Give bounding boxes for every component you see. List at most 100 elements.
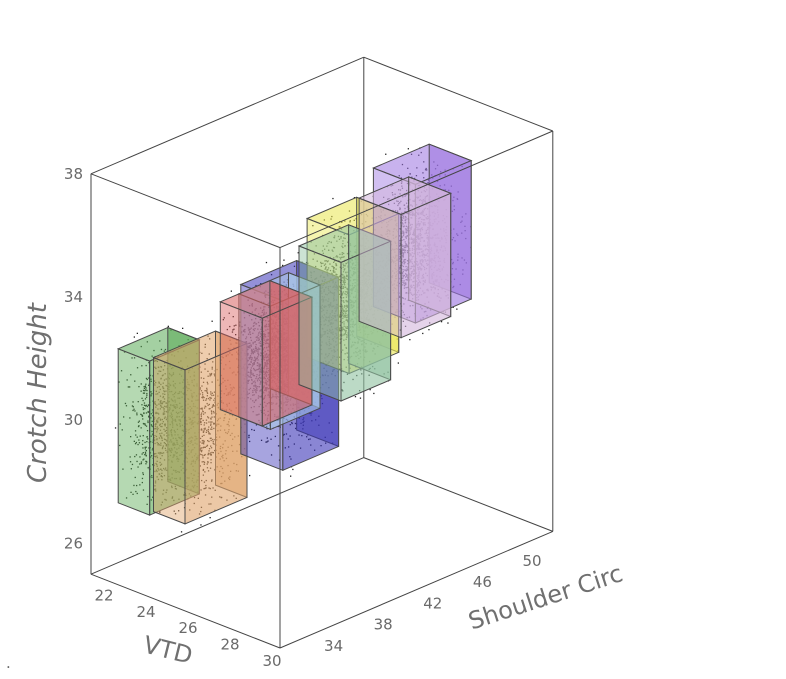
data-point [256, 388, 258, 390]
data-point [252, 328, 255, 330]
data-point [254, 341, 256, 343]
data-point [144, 385, 147, 387]
data-point [258, 405, 260, 408]
data-point [249, 363, 251, 366]
data-point [228, 312, 230, 314]
data-point [250, 345, 252, 347]
data-point [292, 468, 294, 471]
data-point [333, 267, 335, 269]
data-point [254, 370, 256, 372]
data-point [316, 260, 318, 262]
data-point [440, 321, 443, 323]
data-point [137, 401, 139, 403]
data-point [249, 328, 251, 330]
data-point [141, 365, 143, 367]
data-point [256, 349, 258, 351]
data-point [245, 341, 248, 343]
data-point [209, 517, 211, 519]
data-point [260, 321, 263, 323]
data-point [249, 347, 251, 349]
data-point [147, 438, 149, 440]
data-point [261, 396, 263, 398]
data-point [245, 336, 248, 338]
data-point [252, 394, 254, 396]
data-point [145, 364, 147, 367]
data-point [399, 242, 401, 244]
data-point [339, 266, 341, 268]
data-point [266, 441, 268, 443]
data-point [142, 473, 144, 476]
data-point [254, 384, 256, 386]
data-point [254, 382, 256, 384]
data-point [339, 330, 341, 332]
data-point [253, 385, 255, 387]
data-point [261, 338, 263, 341]
data-point [131, 357, 133, 359]
data-point [397, 362, 399, 364]
data-point [146, 405, 149, 408]
data-point [257, 334, 259, 336]
data-point [138, 442, 141, 444]
data-point [146, 378, 148, 381]
data-point [339, 320, 341, 323]
data-point [313, 253, 316, 255]
data-point [256, 364, 258, 367]
data-point [259, 382, 262, 384]
data-point [373, 392, 375, 395]
data-point [258, 365, 260, 367]
data-point [133, 440, 135, 442]
data-point [257, 349, 259, 351]
data-point [251, 373, 253, 375]
data-point [252, 363, 254, 365]
data-point [136, 367, 139, 369]
data-point [119, 444, 121, 447]
frame-edge [363, 56, 553, 132]
data-point [248, 376, 250, 378]
data-point [339, 286, 342, 288]
data-point [339, 313, 341, 316]
frame-edge [90, 56, 364, 175]
data-point [257, 359, 259, 361]
data-point [242, 334, 244, 336]
data-point [251, 348, 253, 351]
data-point [325, 266, 327, 268]
data-point [339, 275, 341, 277]
data-point [253, 324, 255, 327]
data-point [257, 356, 259, 358]
data-point [249, 474, 251, 477]
data-point [232, 316, 234, 318]
data-point [338, 329, 340, 331]
data-point [253, 362, 255, 365]
data-point [335, 264, 337, 267]
data-point [324, 263, 327, 265]
data-point [257, 351, 259, 353]
data-point [332, 197, 334, 200]
data-point [238, 325, 241, 327]
data-point [258, 368, 260, 370]
data-point [252, 374, 254, 377]
data-point [266, 428, 268, 430]
data-point [248, 357, 250, 359]
data-point [338, 293, 340, 295]
data-point [146, 392, 148, 395]
data-point [145, 387, 147, 389]
data-point [338, 368, 341, 370]
data-point [259, 403, 262, 406]
data-point [137, 425, 140, 428]
data-point [159, 510, 161, 513]
data-point [399, 244, 401, 246]
data-point [143, 392, 146, 394]
data-point [250, 370, 252, 372]
data-point [399, 228, 401, 230]
data-point [141, 404, 143, 406]
data-point [249, 387, 252, 390]
data-point [339, 305, 341, 307]
data-point [258, 413, 260, 415]
data-point [249, 355, 252, 357]
data-point [255, 318, 257, 320]
data-point [329, 263, 331, 265]
data-point [338, 363, 340, 365]
data-point [144, 451, 147, 453]
data-point [142, 440, 144, 442]
data-point [229, 325, 231, 328]
